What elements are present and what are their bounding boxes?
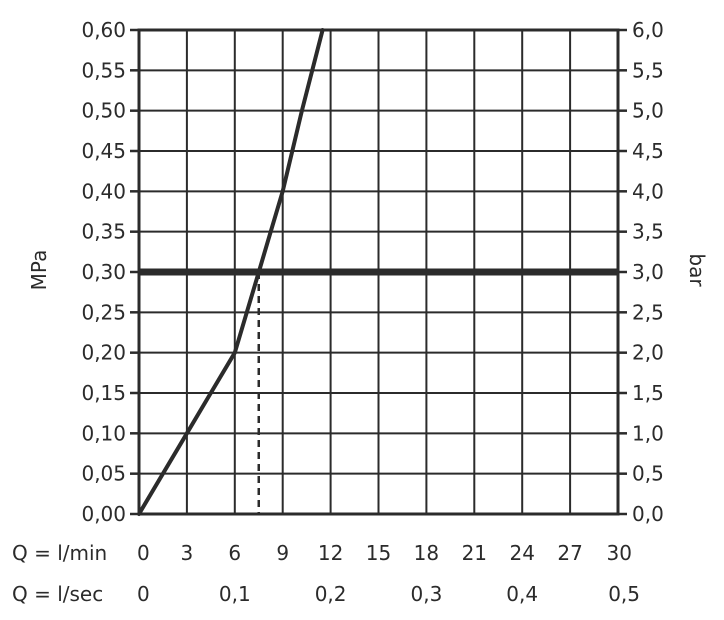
y-tick-label: 0,20 (81, 341, 126, 365)
y-tick-label: 0,15 (81, 381, 126, 405)
x-tick-label: 27 (557, 541, 582, 565)
x-tick-label: 0 (137, 541, 150, 565)
x2-axis-ticks: 0 0,1 0,2 0,3 0,4 0,5 (137, 582, 640, 606)
y2-tick-label: 2,5 (632, 300, 664, 324)
y-tick-label: 0,45 (81, 139, 126, 163)
y-tick-label: 0,30 (81, 260, 126, 284)
y2-tick-label: 0,5 (632, 462, 664, 486)
y-tick-label: 0,55 (81, 58, 126, 82)
reference-line-group (139, 268, 618, 514)
y-tick-label: 0,50 (81, 99, 126, 123)
y2-tick-label: 5,5 (632, 58, 664, 82)
y2-tick-label: 0,0 (632, 502, 664, 526)
y2-axis-label: bar (685, 253, 709, 287)
curve-group (137, 28, 325, 516)
y-tick-label: 0,00 (81, 502, 126, 526)
y2-tick-label: 3,0 (632, 260, 664, 284)
x-tick-label: 9 (276, 541, 289, 565)
y2-tick-label: 3,5 (632, 220, 664, 244)
x-tick-label: 30 (607, 541, 632, 565)
y2-tick-label: 4,5 (632, 139, 664, 163)
x2-tick-label: 0 (137, 582, 150, 606)
y-tick-label: 0,60 (81, 18, 126, 42)
x-tick-label: 12 (318, 541, 343, 565)
x2-tick-label: 0,4 (506, 582, 538, 606)
y-tick-label: 0,35 (81, 220, 126, 244)
y2-tick-label: 1,5 (632, 381, 664, 405)
x-tick-label: 18 (414, 541, 439, 565)
x-axis-label: Q = l/min (12, 541, 107, 565)
x-tick-label: 6 (228, 541, 241, 565)
x-tick-label: 21 (462, 541, 487, 565)
x-tick-label: 15 (366, 541, 391, 565)
y-axis-label: MPa (27, 250, 51, 291)
y2-tick-label: 4,0 (632, 179, 664, 203)
y-tick-label: 0,40 (81, 179, 126, 203)
y2-tick-label: 2,0 (632, 341, 664, 365)
x2-axis-label: Q = l/sec (12, 582, 103, 606)
y2-tick-label: 6,0 (632, 18, 664, 42)
x2-tick-label: 0,5 (608, 582, 640, 606)
y2-tick-label: 1,0 (632, 421, 664, 445)
y-tick-label: 0,05 (81, 462, 126, 486)
y2-tick-label: 5,0 (632, 99, 664, 123)
x2-tick-label: 0,1 (219, 582, 251, 606)
series-line (137, 28, 325, 516)
x-tick-label: 3 (181, 541, 194, 565)
x2-tick-label: 0,3 (410, 582, 442, 606)
y-tick-label: 0,25 (81, 300, 126, 324)
x-tick-label: 24 (509, 541, 534, 565)
x-axis-ticks: 0 3 6 9 12 15 18 21 24 27 30 (137, 541, 632, 565)
x2-tick-label: 0,2 (315, 582, 347, 606)
y-axis-ticks: 0,00 0,05 0,10 0,15 0,20 0,25 0,30 0,35 0,40 0,45… (81, 18, 126, 526)
y2-axis-ticks: 0,0 0,5 1,0 1,5 2,0 2,5 3,0 3,5 4,0 4,5 5,0 5,5 6,0 (632, 18, 664, 526)
grid (139, 30, 618, 514)
y-tick-label: 0,10 (81, 421, 126, 445)
